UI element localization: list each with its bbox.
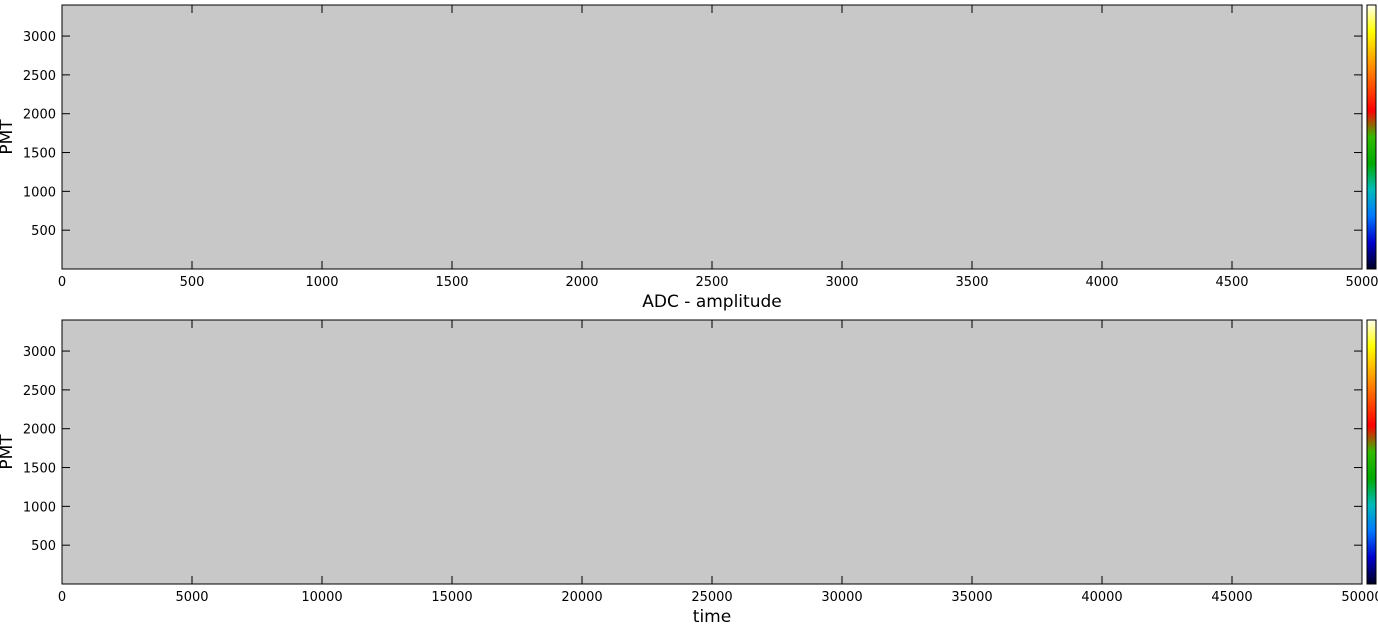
- y-tick-label: 500: [31, 224, 56, 239]
- x-tick-label: 2500: [695, 275, 728, 290]
- colorbar: [1366, 4, 1377, 270]
- x-axis-title: time: [693, 607, 731, 627]
- x-tick-label: 1000: [305, 275, 338, 290]
- panel-adc-amplitude: 0 500 1000 1500 2000 2500 3000 3500 4000 4500 5000…: [0, 4, 1378, 312]
- y-tick-label: 1500: [23, 147, 56, 162]
- y-tick-label: 2000: [23, 423, 56, 438]
- x-tick-label: 15000: [431, 590, 472, 605]
- x-tick-label: 25000: [691, 590, 732, 605]
- x-tick-label: 0: [58, 275, 66, 290]
- x-tick-label: 3500: [955, 275, 988, 290]
- x-tick-label: 45000: [1211, 590, 1252, 605]
- x-tick-label: 1500: [435, 275, 468, 290]
- y-tick-label: 3000: [23, 345, 56, 360]
- y-tick-label: 3000: [23, 30, 56, 45]
- x-tick-label: 20000: [561, 590, 602, 605]
- y-tick-label: 1500: [23, 462, 56, 477]
- x-tick-label: 50000: [1341, 590, 1378, 605]
- x-tick-label: 500: [180, 275, 205, 290]
- y-axis-title: PMT: [0, 434, 17, 470]
- y-ticks: 500 1000 1500 2000 2500 3000: [23, 30, 1362, 239]
- y-tick-label: 2500: [23, 69, 56, 84]
- y-tick-label: 1000: [23, 500, 56, 515]
- x-axis-title: ADC - amplitude: [642, 292, 781, 312]
- x-tick-label: 40000: [1081, 590, 1122, 605]
- plot-area: [61, 4, 1363, 270]
- x-tick-label: 4000: [1085, 275, 1118, 290]
- x-ticks: 0 500 1000 1500 2000 2500 3000 3500 4000 4500 5000: [58, 5, 1378, 290]
- y-tick-label: 500: [31, 539, 56, 554]
- x-tick-label: 30000: [821, 590, 862, 605]
- x-tick-label: 35000: [951, 590, 992, 605]
- y-axis-title: PMT: [0, 119, 17, 155]
- y-tick-label: 2000: [23, 108, 56, 123]
- y-tick-label: 1000: [23, 185, 56, 200]
- x-tick-label: 5000: [175, 590, 208, 605]
- colorbar: [1366, 319, 1377, 585]
- x-tick-label: 3000: [825, 275, 858, 290]
- y-ticks: 500 1000 1500 2000 2500 3000: [23, 345, 1362, 554]
- x-tick-label: 10000: [301, 590, 342, 605]
- y-tick-label: 2500: [23, 384, 56, 399]
- panel-time: 0 5000 10000 15000 20000 25000 30000 35000 40000…: [0, 319, 1378, 627]
- x-tick-label: 4500: [1215, 275, 1248, 290]
- x-tick-label: 2000: [565, 275, 598, 290]
- plot-area: [61, 319, 1363, 585]
- x-ticks: 0 5000 10000 15000 20000 25000 30000 35000 40000…: [58, 320, 1378, 605]
- x-tick-label: 5000: [1345, 275, 1378, 290]
- x-tick-label: 0: [58, 590, 66, 605]
